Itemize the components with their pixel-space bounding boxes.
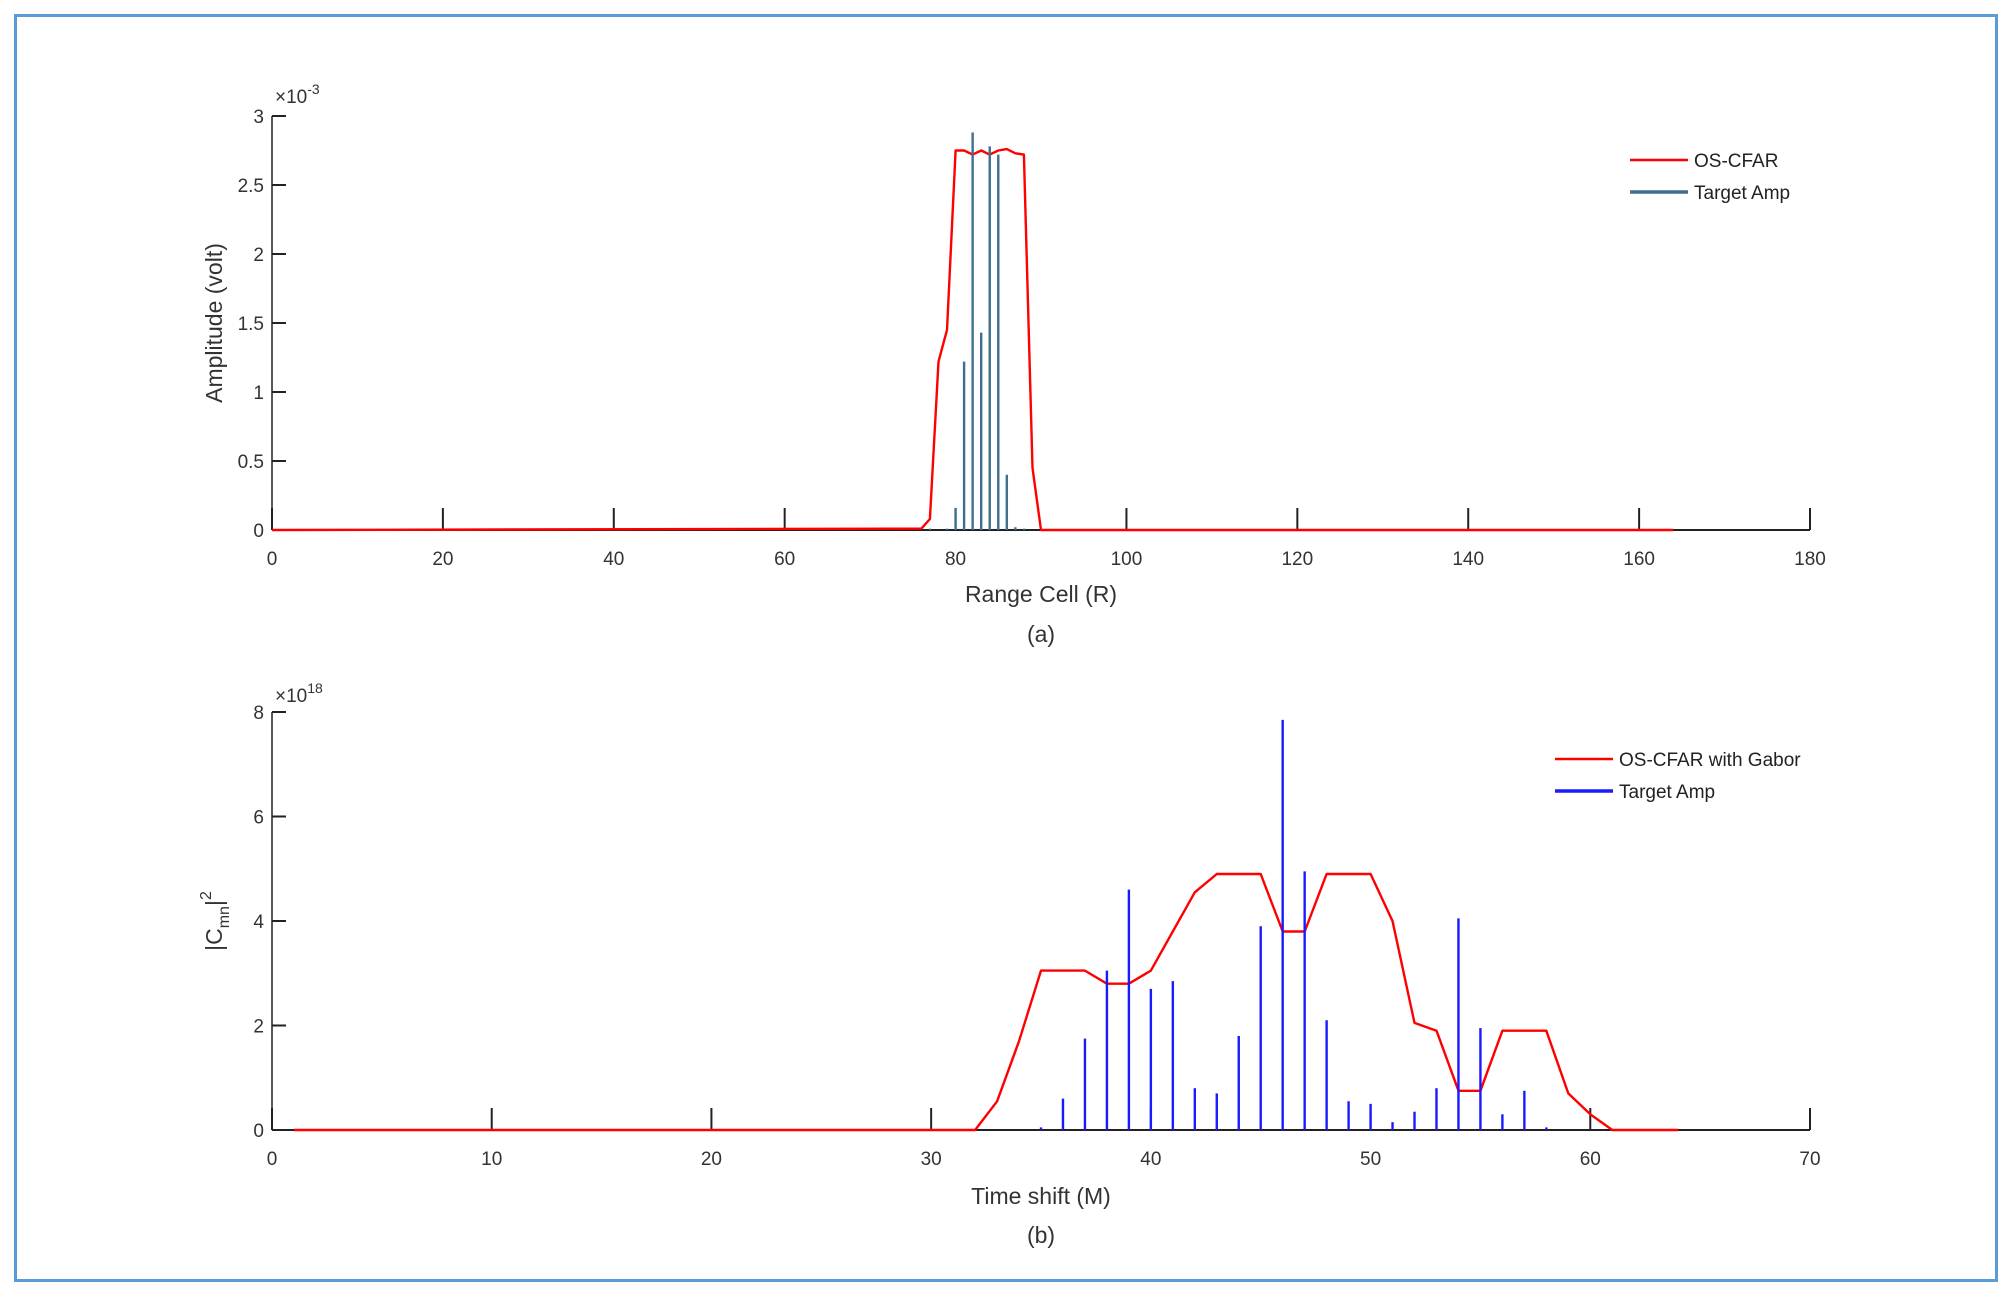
y-tick-label: 1 <box>253 383 264 404</box>
y-axis-label: Amplitude (volt) <box>201 243 227 403</box>
x-tick-label: 80 <box>945 549 966 570</box>
x-tick-label: 120 <box>1281 549 1313 570</box>
series-line-0 <box>271 147 1674 532</box>
chart-a: 0 20 40 60 80 100 120 140 160 180 0 0.5 1 1.5 2 2.5 3 ×10… <box>201 81 1826 647</box>
x-tick-label: 60 <box>1580 1149 1601 1170</box>
x-tick-label: 10 <box>481 1149 502 1170</box>
y-tick-label: 4 <box>253 912 264 933</box>
y-tick-label: 2 <box>253 1017 264 1038</box>
y-tick-label: 2.5 <box>238 176 264 197</box>
legend-entry: OS-CFAR with Gabor <box>1619 750 1801 771</box>
y-exponent-base: ×10 <box>275 87 307 108</box>
series-line-0 <box>294 872 1679 1132</box>
legend-entry: Target Amp <box>1694 183 1790 204</box>
x-tick-label: 160 <box>1623 549 1655 570</box>
x-tick-label: 180 <box>1794 549 1826 570</box>
x-tick-label: 50 <box>1360 1149 1381 1170</box>
x-tick-label: 40 <box>1140 1149 1161 1170</box>
y-exponent-power: 18 <box>307 680 323 696</box>
y-tick-label: 0 <box>253 1121 264 1142</box>
y-exponent-label: ×10-3 <box>275 81 320 108</box>
legend-entry: OS-CFAR <box>1694 151 1778 172</box>
x-tick-label: 70 <box>1799 1149 1820 1170</box>
chart-caption: (b) <box>1027 1222 1055 1248</box>
x-tick-label: 100 <box>1111 549 1143 570</box>
x-tick-label: 40 <box>603 549 624 570</box>
x-tick-label: 20 <box>701 1149 722 1170</box>
y-axis-label-sub: mn <box>216 906 233 928</box>
y-tick-label: 3 <box>253 107 264 128</box>
x-tick-label: 0 <box>267 1149 278 1170</box>
chart-caption: (a) <box>1027 621 1055 647</box>
y-axis-label-sup: 2 <box>198 891 215 900</box>
legend-entry: Target Amp <box>1619 782 1715 803</box>
x-axis-label: Range Cell (R) <box>965 581 1117 607</box>
x-tick-label: 30 <box>921 1149 942 1170</box>
y-tick-label: 8 <box>253 703 264 724</box>
y-tick-label: 0 <box>253 521 264 542</box>
y-axis-label: |Cmn|2 <box>198 891 233 951</box>
y-axis-label-main: |C <box>201 928 227 951</box>
figure-frame <box>14 14 1998 1282</box>
y-tick-label: 0.5 <box>238 452 264 473</box>
x-tick-label: 0 <box>267 549 278 570</box>
y-tick-label: 1.5 <box>238 314 264 335</box>
y-exponent-power: -3 <box>307 81 320 97</box>
y-exponent-base: ×10 <box>275 686 307 707</box>
x-axis-label: Time shift (M) <box>971 1183 1111 1209</box>
chart-b: 0 10 20 30 40 50 60 70 0 2 4 6 8 ×1018 Time shift (M) (… <box>198 680 1821 1248</box>
y-exponent-label: ×1018 <box>275 680 323 707</box>
x-tick-label: 140 <box>1452 549 1484 570</box>
y-tick-label: 6 <box>253 808 264 829</box>
y-tick-label: 2 <box>253 245 264 266</box>
y-axis-label-end: | <box>201 900 227 906</box>
x-tick-label: 60 <box>774 549 795 570</box>
x-tick-label: 20 <box>432 549 453 570</box>
